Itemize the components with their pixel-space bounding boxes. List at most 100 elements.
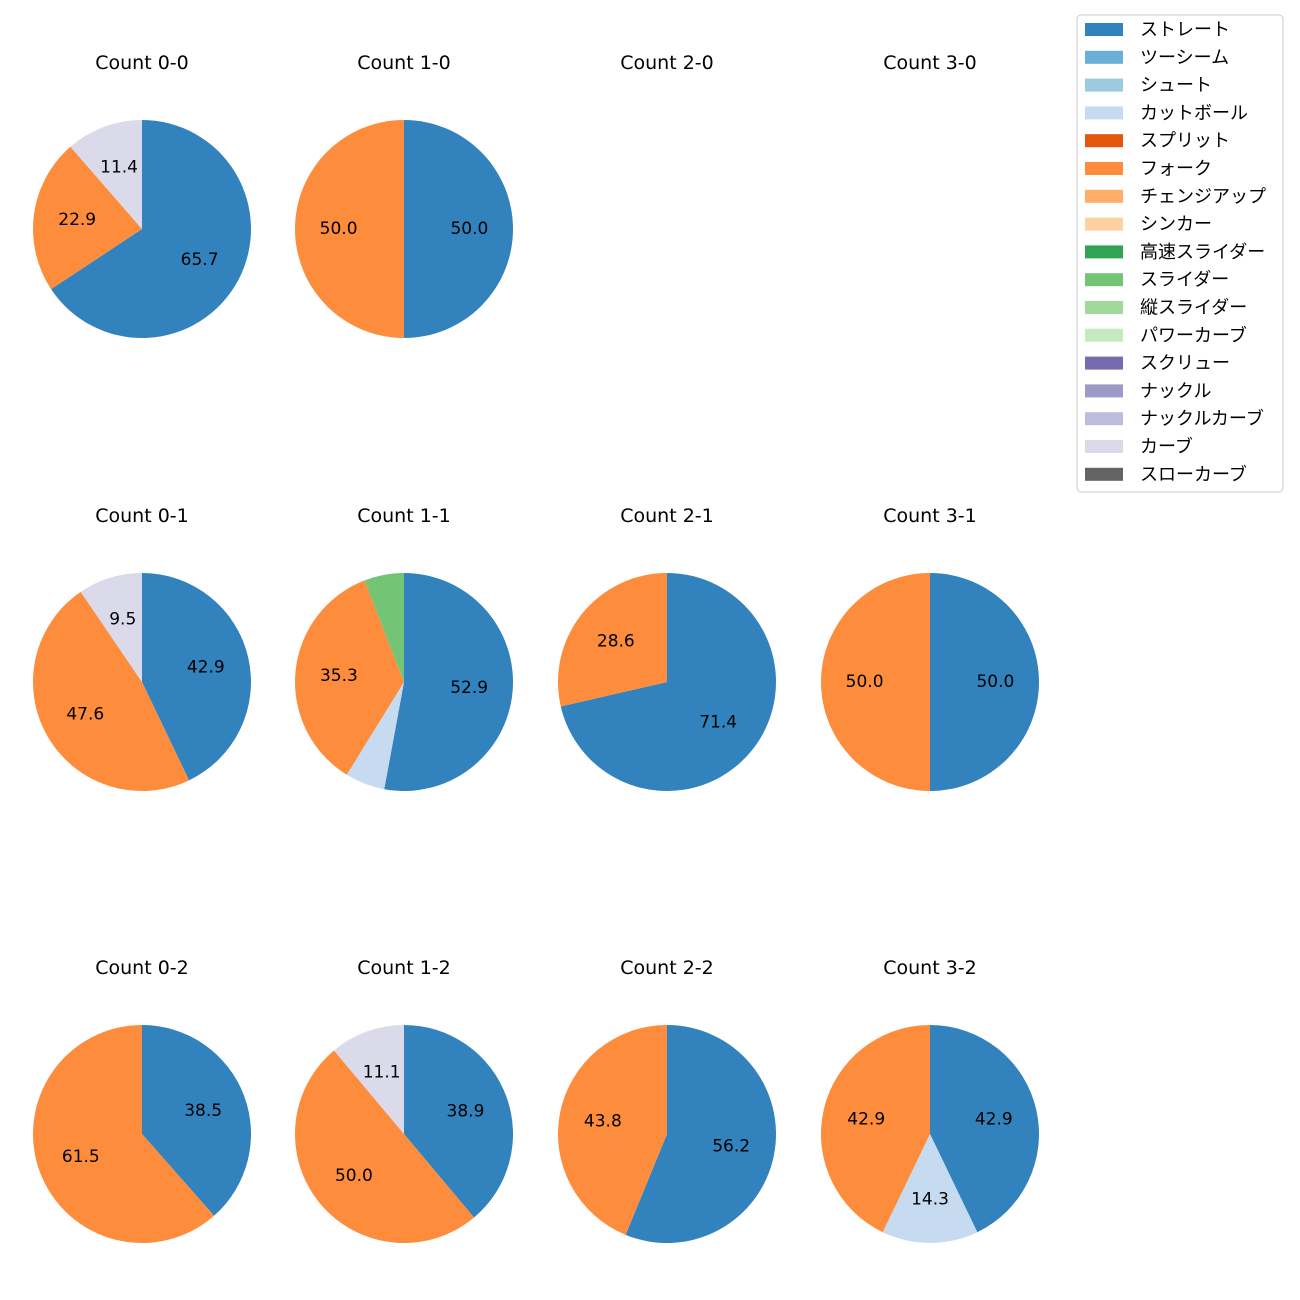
legend-swatch (1085, 78, 1123, 92)
pie-slice (882, 1134, 978, 1243)
legend-label: スライダー (1140, 270, 1229, 291)
legend-label: 高速スライダー (1140, 242, 1265, 263)
legend-swatch (1085, 23, 1123, 36)
pie-slice (32, 1025, 215, 1243)
pie-title: Count 2-0 (620, 52, 714, 74)
legend-label: ナックル (1140, 381, 1211, 402)
pie-count-0-1: Count 0-1 42.9 47.6 9.5 (33, 505, 251, 791)
legend-item: ツーシーム (1085, 47, 1229, 68)
legend-item: スプリット (1085, 131, 1230, 152)
pie-count-2-0: Count 2-0 (620, 52, 714, 74)
pie-slice (142, 573, 251, 781)
slice-label: 50.0 (320, 219, 358, 239)
pie-slice (294, 580, 404, 775)
legend: ストレートツーシームシュートカットボールスプリットフォークチェンジアップシンカー… (1076, 14, 1284, 493)
pie-slice (33, 591, 190, 791)
pie-title: Count 0-1 (95, 505, 189, 527)
pie-title: Count 2-2 (620, 957, 714, 979)
legend-label: カーブ (1140, 436, 1193, 458)
legend-item: パワーカーブ (1085, 324, 1247, 346)
legend-swatch (1085, 134, 1123, 148)
legend-item: スライダー (1085, 270, 1229, 291)
legend-item: 高速スライダー (1085, 242, 1265, 263)
slice-label: 52.9 (450, 678, 488, 698)
slice-label: 50.0 (335, 1166, 373, 1186)
legend-item: ストレート (1085, 20, 1230, 41)
pie-count-2-1: Count 2-1 71.4 28.6 (558, 505, 776, 791)
legend-label: 縦スライダー (1140, 298, 1247, 319)
pie-slice (930, 1025, 1040, 1233)
slice-label: 11.1 (363, 1063, 401, 1083)
pie-slice (558, 573, 667, 707)
legend-item: シンカー (1085, 214, 1212, 235)
legend-swatch (1085, 217, 1123, 231)
legend-item: フォーク (1085, 159, 1212, 180)
pie-slice (560, 573, 776, 791)
legend-swatch (1085, 356, 1123, 370)
slice-label: 71.4 (699, 713, 737, 733)
legend-item: カットボール (1085, 103, 1248, 124)
pie-count-3-1: Count 3-1 50.0 50.0 (821, 505, 1039, 791)
pie-slice (295, 120, 404, 338)
legend-label: ナックルカーブ (1140, 408, 1264, 430)
pie-title: Count 3-0 (883, 52, 977, 74)
legend-swatch (1085, 50, 1123, 64)
legend-swatch (1085, 273, 1123, 287)
legend-item: チェンジアップ (1085, 186, 1266, 207)
pie-slice (820, 1025, 930, 1233)
pie-slice (384, 573, 513, 791)
pie-slice (295, 1050, 475, 1243)
legend-swatch (1085, 245, 1123, 259)
pie-count-3-0: Count 3-0 (883, 52, 977, 74)
slice-label: 35.3 (320, 666, 358, 686)
legend-item: スクリュー (1085, 353, 1230, 374)
legend-label: カットボール (1140, 103, 1248, 124)
pie-slice (404, 1025, 513, 1218)
pie-title: Count 0-2 (95, 957, 189, 979)
slice-label: 38.9 (447, 1102, 485, 1122)
legend-swatch (1085, 106, 1123, 120)
legend-swatch (1085, 301, 1123, 314)
slice-label: 11.4 (100, 158, 138, 178)
legend-label: チェンジアップ (1140, 186, 1266, 207)
slice-label: 43.8 (584, 1111, 622, 1131)
slice-label: 9.5 (109, 609, 136, 629)
legend-swatch (1085, 189, 1123, 203)
legend-label: シンカー (1140, 214, 1212, 235)
legend-swatch (1085, 440, 1123, 453)
pie-slice (930, 573, 1039, 791)
pie-count-0-0: Count 0-0 65.7 22.9 11.4 (33, 52, 252, 338)
legend-item: シュート (1085, 75, 1212, 96)
legend-item: カーブ (1085, 436, 1193, 458)
pie-title: Count 2-1 (620, 505, 714, 527)
slice-label: 14.3 (911, 1189, 949, 1209)
pie-title: Count 3-2 (883, 957, 977, 979)
legend-label: シュート (1140, 75, 1212, 96)
legend-label: ストレート (1140, 20, 1230, 41)
pie-slice (33, 146, 142, 290)
legend-item: 縦スライダー (1085, 298, 1247, 319)
legend-item: ナックル (1085, 381, 1211, 402)
pie-slice (51, 120, 252, 338)
pie-slice (80, 573, 142, 682)
legend-swatch (1085, 412, 1123, 426)
legend-label: スプリット (1140, 131, 1230, 152)
pie-slice (142, 1025, 251, 1216)
slice-label: 22.9 (58, 210, 96, 230)
legend-swatch (1085, 384, 1123, 398)
pie-slice (346, 682, 404, 790)
legend-label: スクリュー (1140, 353, 1230, 374)
pie-slice (558, 1025, 667, 1235)
pie-slice (404, 120, 513, 338)
pie-count-1-2: Count 1-2 38.9 50.0 11.1 (295, 957, 513, 1243)
slice-label: 47.6 (66, 705, 104, 725)
pie-slice (333, 1025, 404, 1134)
slice-label: 50.0 (976, 672, 1014, 692)
slice-label: 50.0 (846, 672, 884, 692)
legend-label: パワーカーブ (1140, 324, 1247, 346)
slice-label: 42.9 (975, 1109, 1013, 1129)
pie-count-3-2: Count 3-2 42.9 14.3 42.9 (820, 957, 1040, 1243)
slice-label: 56.2 (712, 1137, 750, 1157)
